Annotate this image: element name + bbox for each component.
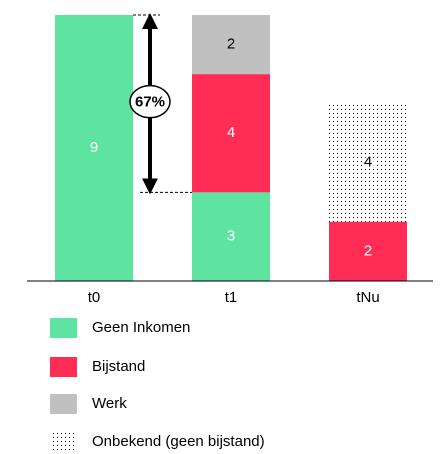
legend-label: Onbekend (geen bijstand) (92, 433, 265, 450)
legend-label: Bijstand (92, 358, 145, 375)
bar-segment (192, 192, 270, 281)
bar-segment (329, 103, 407, 222)
data-label: 3 (227, 228, 235, 245)
legend-swatch (50, 394, 77, 414)
annotation: 67% (135, 94, 165, 111)
x-tick-label: t1 (225, 289, 238, 306)
legend-swatch (50, 357, 77, 377)
data-label: 2 (364, 242, 372, 259)
bar-segment (192, 74, 270, 193)
legend-label: Geen Inkomen (92, 319, 190, 336)
legend-swatch (50, 432, 77, 452)
x-tick-label: t0 (88, 289, 101, 306)
data-label: 9 (90, 139, 98, 156)
annotation-bubble (129, 84, 171, 119)
data-label: 4 (227, 124, 235, 141)
legend-swatch (50, 318, 77, 338)
bar-segment (192, 15, 270, 75)
bar-segment (329, 221, 407, 281)
legend-label: Werk (92, 395, 127, 412)
x-tick-label: tNu (356, 289, 379, 306)
data-label: 2 (227, 36, 235, 53)
bar-segment (55, 15, 133, 281)
data-label: 4 (364, 154, 372, 171)
